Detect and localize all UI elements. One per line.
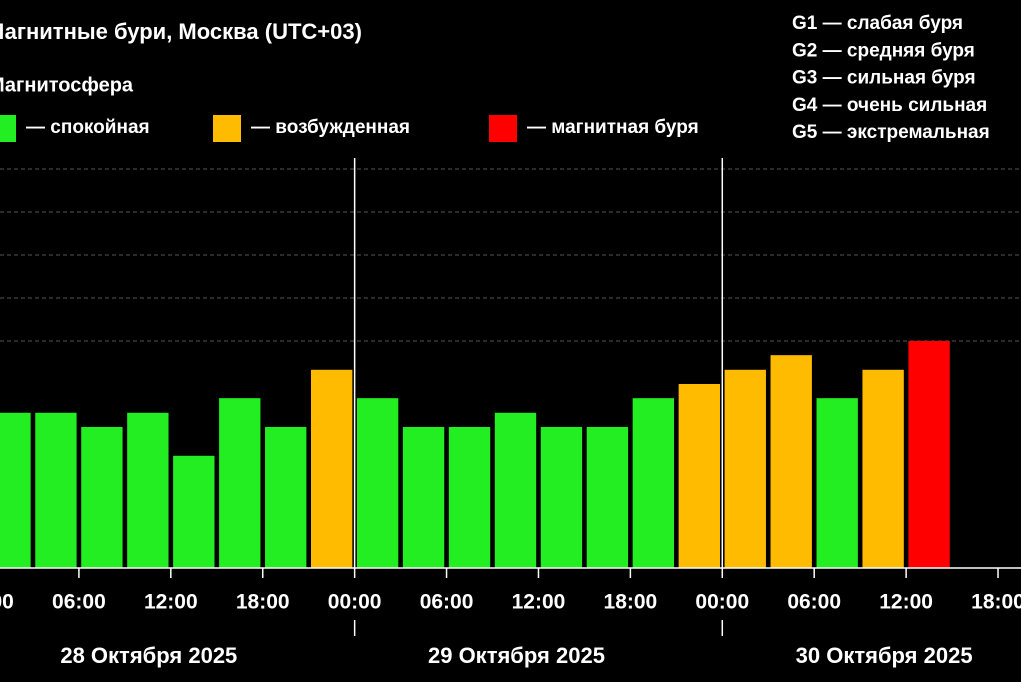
day-label: 30 Октября 2025 xyxy=(796,643,973,668)
bar xyxy=(0,412,31,568)
x-tick-label: 00:00 xyxy=(328,591,382,614)
x-tick-label: 18:00 xyxy=(236,591,290,614)
x-tick-label: 00:00 xyxy=(0,591,14,614)
legend-label: — возбужденная xyxy=(251,117,410,138)
bar xyxy=(81,426,123,568)
legend-swatch xyxy=(489,115,517,142)
scale-legend-item: G1 — слабая буря xyxy=(792,13,963,34)
x-tick-label: 18:00 xyxy=(971,591,1021,614)
x-tick-label: 12:00 xyxy=(512,591,566,614)
scale-legend-item: G3 — сильная буря xyxy=(792,68,976,89)
scale-legend-item: G4 — очень сильная xyxy=(792,95,987,116)
legend-swatch xyxy=(213,115,241,142)
scale-legend-item: G2 — средняя буря xyxy=(792,40,975,61)
bar xyxy=(494,412,537,568)
x-tick-label: 06:00 xyxy=(420,591,474,614)
bar xyxy=(265,426,307,568)
bar xyxy=(816,398,858,568)
day-label: 29 Октября 2025 xyxy=(428,643,605,668)
legend-swatch xyxy=(0,115,16,142)
bar xyxy=(35,412,77,568)
bar xyxy=(770,355,812,568)
bar xyxy=(127,412,169,568)
day-label: 28 Октября 2025 xyxy=(60,643,237,668)
bar xyxy=(219,398,261,568)
x-tick-label: 00:00 xyxy=(695,591,749,614)
bar xyxy=(448,426,491,568)
x-tick-label: 18:00 xyxy=(604,591,658,614)
legend-label: — магнитная буря xyxy=(527,117,699,138)
bar xyxy=(310,369,353,568)
scale-legend-item: G5 — экстремальная xyxy=(792,122,990,143)
x-tick-label: 06:00 xyxy=(52,591,106,614)
bar xyxy=(678,383,720,568)
bar xyxy=(586,426,629,568)
bar xyxy=(356,398,399,568)
legend-title: Магнитосфера xyxy=(0,74,134,96)
x-tick-label: 12:00 xyxy=(879,591,933,614)
bar xyxy=(724,369,766,568)
bar xyxy=(862,369,904,568)
chart-title: Магнитные бури, Москва (UTC+03) xyxy=(0,19,362,44)
bar xyxy=(908,340,950,568)
x-tick-label: 12:00 xyxy=(144,591,198,614)
bar xyxy=(632,398,675,568)
legend-label: — спокойная xyxy=(26,117,150,138)
bar xyxy=(402,426,445,568)
bar xyxy=(173,455,215,568)
bar xyxy=(540,426,583,568)
x-tick-label: 06:00 xyxy=(787,591,841,614)
